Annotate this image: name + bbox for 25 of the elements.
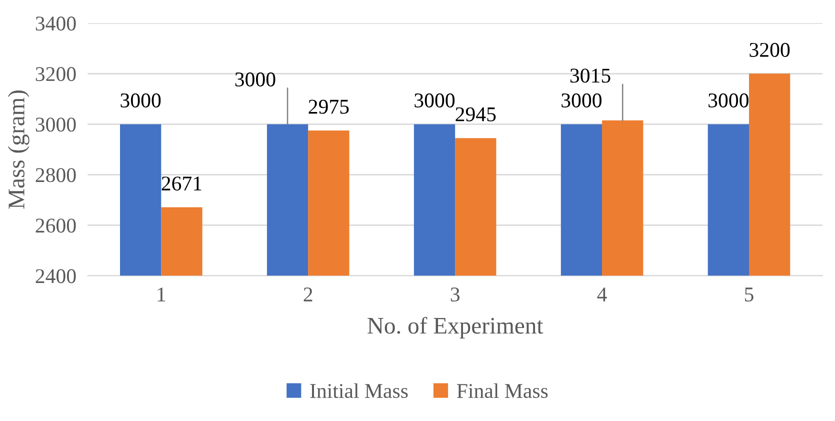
data-label: 3000 bbox=[414, 93, 455, 108]
data-label: 3015 bbox=[570, 68, 610, 83]
x-tick-label: 3 bbox=[450, 288, 460, 302]
legend-label: Initial Mass bbox=[310, 383, 408, 398]
y-axis-title: Mass (gram) bbox=[8, 90, 30, 209]
data-label: 2945 bbox=[456, 107, 496, 122]
x-tick-label: 2 bbox=[304, 288, 312, 302]
data-label: 3000 bbox=[120, 93, 161, 108]
x-tick-label: 4 bbox=[597, 288, 607, 302]
y-tick-label: 3000 bbox=[36, 118, 76, 132]
data-label: 3000 bbox=[562, 93, 602, 108]
x-tick-label: 1 bbox=[158, 288, 166, 302]
data-label: 3000 bbox=[235, 72, 276, 86]
x-axis-title: No. of Experiment bbox=[368, 316, 544, 339]
data-label: 2975 bbox=[308, 100, 349, 114]
data-label: 3200 bbox=[750, 42, 790, 57]
y-tick-label: 3200 bbox=[36, 67, 76, 82]
y-tick-label: 3400 bbox=[36, 16, 76, 31]
x-tick-label: 5 bbox=[745, 288, 754, 302]
legend-label: Final Mass bbox=[456, 383, 548, 398]
y-tick-label: 2600 bbox=[36, 218, 76, 233]
data-label: 3000 bbox=[708, 93, 748, 108]
y-tick-label: 2400 bbox=[36, 269, 76, 284]
y-tick-label: 2800 bbox=[36, 168, 76, 182]
data-label: 2671 bbox=[162, 176, 202, 191]
